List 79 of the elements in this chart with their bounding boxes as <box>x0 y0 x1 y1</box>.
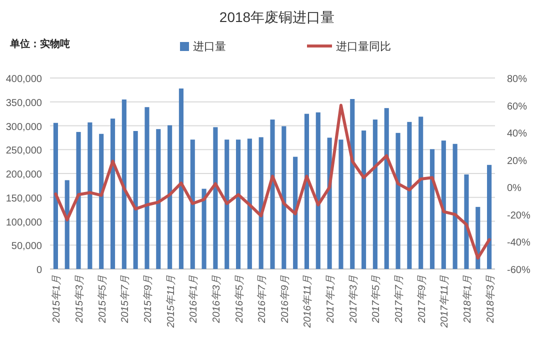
bar <box>122 99 126 269</box>
legend-label: 进口量同比 <box>336 40 391 53</box>
x-tick-label: 2016年3月 <box>210 275 222 324</box>
bar <box>99 134 104 269</box>
x-tick-label: 2017年5月 <box>370 275 382 324</box>
y-tick-label: 200,000 <box>6 170 42 180</box>
bar <box>133 131 138 269</box>
x-tick-label: 2017年11月 <box>438 275 451 329</box>
y2-tick-label: 40% <box>507 128 528 140</box>
y-tick-label: 150,000 <box>6 193 42 204</box>
x-tick-label: 2015年3月 <box>74 275 86 324</box>
legend-label: 进口量 <box>193 40 226 53</box>
x-tick-label: 2017年7月 <box>393 275 406 324</box>
bar <box>213 127 218 269</box>
y2-tick-label: -20% <box>507 210 530 222</box>
bar <box>190 140 195 269</box>
bar <box>452 144 458 269</box>
x-tick-label: 2015年9月 <box>142 275 154 324</box>
bar <box>350 99 355 269</box>
bar <box>464 174 469 269</box>
y2-tick-label: -40% <box>507 238 530 249</box>
y-tick-label: 50,000 <box>11 241 42 252</box>
x-tick-label: 2017年9月 <box>416 275 428 324</box>
x-tick-label: 2016年11月 <box>302 275 314 329</box>
y2-tick-label: 60% <box>507 101 528 112</box>
bar <box>430 149 435 269</box>
bar <box>282 126 286 269</box>
x-tick-label: 2016年1月 <box>188 275 200 324</box>
bar <box>362 130 366 269</box>
x-tick-label: 2016年9月 <box>278 275 291 324</box>
bar <box>270 120 275 269</box>
bar <box>396 132 400 269</box>
bar <box>407 122 412 269</box>
bar <box>247 138 252 269</box>
bar <box>316 112 320 269</box>
bar <box>224 140 230 269</box>
bar <box>64 180 70 269</box>
x-tick-label: 2018年3月 <box>484 275 496 324</box>
x-tick-label: 2015年1月 <box>50 275 63 324</box>
bar <box>53 122 58 269</box>
bar <box>293 156 298 269</box>
y2-tick-label: 20% <box>507 156 528 167</box>
bar <box>304 114 310 269</box>
bar <box>202 188 206 269</box>
bar <box>384 108 389 269</box>
x-tick-label: 2017年1月 <box>324 275 337 324</box>
x-tick-label: 2015年7月 <box>119 275 132 324</box>
bar <box>487 164 492 269</box>
text: 单位：实物吨 <box>9 38 70 50</box>
bar <box>178 88 184 269</box>
bar <box>338 140 344 269</box>
x-tick-label: 2016年7月 <box>256 275 268 324</box>
x-tick-label: 2017年3月 <box>347 275 360 324</box>
y-tick-label: 300,000 <box>6 122 42 133</box>
y-tick-label: 100,000 <box>6 217 42 228</box>
y2-tick-label: -60% <box>507 265 530 276</box>
x-tick-label: 2018年1月 <box>461 275 474 324</box>
bar <box>441 140 446 269</box>
x-tick-label: 2016年5月 <box>233 275 246 324</box>
bar <box>418 116 424 269</box>
bar <box>258 137 264 269</box>
bar <box>168 125 172 269</box>
line-series <box>54 104 491 260</box>
x-tick-label: 2015年5月 <box>96 275 108 324</box>
y-tick-label: 350,000 <box>6 98 42 109</box>
bar <box>156 129 161 269</box>
y2-tick-label: 80% <box>507 74 528 85</box>
bar <box>236 140 241 269</box>
bar <box>110 118 116 269</box>
y-tick-label: 250,000 <box>6 146 42 157</box>
y-tick-label: 0 <box>36 265 42 276</box>
bar <box>76 132 81 269</box>
y2-tick-label: 0% <box>507 183 522 194</box>
bar <box>88 122 92 269</box>
chart-title: 2018年废铜进口量 <box>219 9 335 25</box>
bar <box>144 107 150 269</box>
x-tick-label: 2015年11月 <box>164 275 177 329</box>
bar <box>372 120 378 269</box>
y-tick-label: 400,000 <box>6 74 42 85</box>
